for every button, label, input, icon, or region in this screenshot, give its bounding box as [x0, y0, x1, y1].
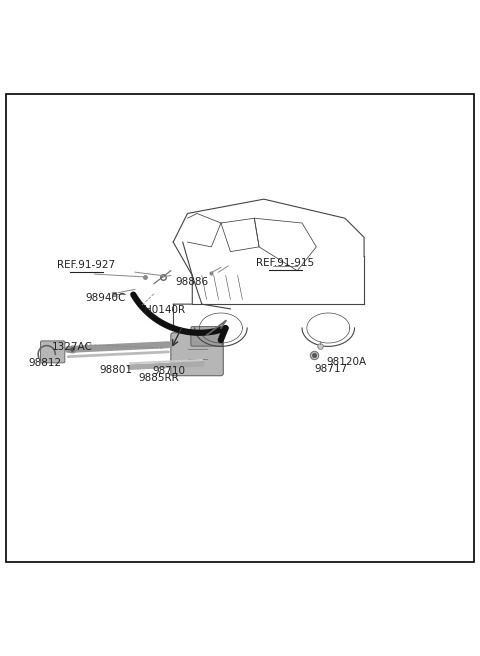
- Text: H0140R: H0140R: [144, 305, 185, 315]
- Text: 98801: 98801: [99, 365, 132, 375]
- Text: 98886: 98886: [176, 277, 209, 287]
- FancyBboxPatch shape: [171, 333, 223, 376]
- FancyBboxPatch shape: [40, 341, 65, 363]
- Text: 98812: 98812: [29, 358, 62, 368]
- Text: 98710: 98710: [153, 366, 186, 376]
- Text: REF.91-915: REF.91-915: [256, 258, 314, 268]
- Text: REF.91-927: REF.91-927: [57, 260, 115, 270]
- Text: 1327AC: 1327AC: [51, 342, 92, 352]
- Text: 98717: 98717: [314, 364, 347, 374]
- Text: 9885RR: 9885RR: [139, 373, 179, 383]
- Text: 98120A: 98120A: [326, 357, 366, 367]
- Text: 98940C: 98940C: [85, 293, 125, 302]
- FancyBboxPatch shape: [191, 327, 222, 346]
